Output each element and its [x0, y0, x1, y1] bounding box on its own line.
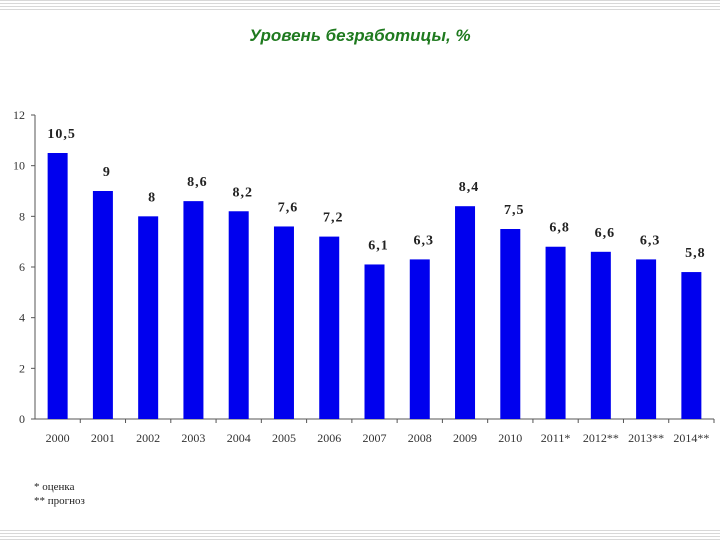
top-decorative-lines: [0, 0, 720, 12]
footnote-forecast: ** прогноз: [34, 495, 85, 507]
bar-2002: [138, 216, 159, 419]
data-label: 9: [103, 165, 111, 180]
bar-2003: [183, 201, 204, 419]
footnote-estimate: * оценка: [34, 481, 75, 493]
bar-2009: [455, 206, 476, 419]
x-tick-label: 2008: [408, 431, 432, 445]
bar-2006: [319, 236, 340, 419]
x-tick-label: 2001: [91, 431, 115, 445]
data-label: 6,3: [414, 233, 435, 248]
x-tick-label: 2013**: [628, 431, 664, 445]
bottom-decorative-lines: [0, 530, 720, 540]
chart-data-labels: 10,5 9 8 8,6 8,2 7,6 7,2 6,1 6,3 8,4 7,5 6,8 6,6 6,3 5…: [47, 127, 706, 261]
y-tick-label: 12: [13, 108, 25, 122]
bar-2008: [409, 259, 430, 419]
bar-2011: [545, 246, 566, 419]
data-label: 6,1: [368, 238, 389, 253]
data-label: 6,3: [640, 233, 661, 248]
bar-2014: [681, 272, 702, 419]
bar-2005: [273, 226, 294, 419]
data-label: 6,8: [549, 221, 570, 236]
y-tick-label: 0: [19, 412, 25, 426]
chart-x-tick-labels: 2000 2001 2002 2003 2004 2005 2006 2007 2008 2009…: [46, 431, 710, 445]
data-label: 8: [148, 190, 156, 205]
x-tick-label: 2003: [181, 431, 205, 445]
chart-title: Уровень безработицы, %: [249, 26, 471, 45]
x-tick-label: 2010: [498, 431, 522, 445]
x-tick-label: 2000: [46, 431, 70, 445]
bar-2012: [590, 251, 611, 419]
chart-y-tick-labels: 0 2 4 6 8 10 12: [13, 108, 25, 426]
bar-2007: [364, 264, 385, 419]
data-label: 6,6: [595, 226, 616, 241]
bar-2001: [92, 191, 113, 419]
chart-bars: [47, 153, 702, 419]
data-label: 7,6: [278, 200, 299, 215]
x-tick-label: 2004: [227, 431, 251, 445]
bar-2013: [636, 259, 657, 419]
y-tick-label: 8: [19, 209, 25, 223]
x-tick-label: 2014**: [673, 431, 709, 445]
data-label: 10,5: [47, 127, 76, 142]
y-tick-label: 10: [13, 159, 25, 173]
bar-2000: [47, 153, 68, 419]
x-tick-label: 2005: [272, 431, 296, 445]
bar-2010: [500, 229, 521, 419]
data-label: 8,4: [459, 180, 480, 195]
bar-2004: [228, 211, 249, 419]
y-tick-label: 2: [19, 361, 25, 375]
data-label: 8,6: [187, 175, 208, 190]
data-label: 7,2: [323, 211, 344, 226]
x-tick-label: 2011*: [541, 431, 571, 445]
x-tick-label: 2012**: [583, 431, 619, 445]
x-tick-label: 2006: [317, 431, 341, 445]
data-label: 5,8: [685, 246, 706, 261]
x-tick-label: 2007: [363, 431, 387, 445]
x-tick-label: 2002: [136, 431, 160, 445]
data-label: 8,2: [232, 185, 253, 200]
y-tick-label: 4: [19, 311, 25, 325]
data-label: 7,5: [504, 203, 525, 218]
x-tick-label: 2009: [453, 431, 477, 445]
y-tick-label: 6: [19, 260, 25, 274]
